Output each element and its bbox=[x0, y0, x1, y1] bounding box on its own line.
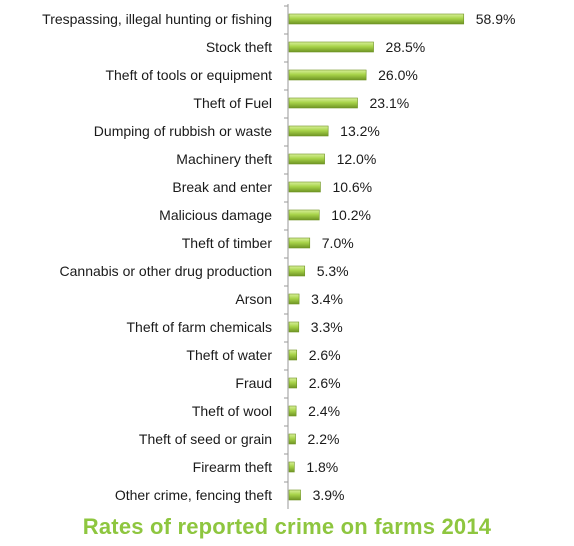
bar bbox=[288, 125, 329, 137]
category-label: Theft of timber bbox=[182, 235, 273, 251]
category-label: Machinery theft bbox=[176, 151, 272, 167]
category-label: Other crime, fencing theft bbox=[115, 487, 272, 503]
bar bbox=[288, 349, 298, 361]
category-label: Cannabis or other drug production bbox=[60, 263, 272, 279]
bar bbox=[288, 181, 321, 193]
category-label: Theft of Fuel bbox=[193, 95, 272, 111]
bar bbox=[288, 405, 297, 417]
data-label: 26.0% bbox=[378, 67, 418, 83]
data-label: 2.4% bbox=[308, 403, 340, 419]
bar bbox=[288, 461, 295, 473]
category-label: Theft of water bbox=[186, 347, 272, 363]
data-label: 7.0% bbox=[322, 235, 354, 251]
bar bbox=[288, 265, 306, 277]
bar bbox=[288, 377, 298, 389]
bar bbox=[288, 153, 325, 165]
category-label: Trespassing, illegal hunting or fishing bbox=[42, 11, 272, 27]
bar bbox=[288, 41, 374, 53]
data-label: 13.2% bbox=[340, 123, 380, 139]
bar bbox=[288, 293, 300, 305]
category-label: Theft of wool bbox=[192, 403, 272, 419]
data-label: 5.3% bbox=[317, 263, 349, 279]
bar bbox=[288, 433, 296, 445]
data-label: 2.6% bbox=[309, 347, 341, 363]
category-label: Fraud bbox=[235, 375, 272, 391]
category-label: Dumping of rubbish or waste bbox=[94, 123, 272, 139]
bar bbox=[288, 237, 311, 249]
data-label: 3.3% bbox=[311, 319, 343, 335]
category-label: Theft of tools or equipment bbox=[105, 67, 272, 83]
data-label: 1.8% bbox=[306, 459, 338, 475]
category-label: Break and enter bbox=[172, 179, 272, 195]
category-label: Theft of farm chemicals bbox=[127, 319, 273, 335]
bar-chart-plot: Trespassing, illegal hunting or fishing 5… bbox=[42, 4, 516, 509]
data-label: 10.6% bbox=[332, 179, 372, 195]
category-label: Arson bbox=[235, 291, 272, 307]
bar bbox=[288, 209, 320, 221]
category-label: Theft of seed or grain bbox=[139, 431, 272, 447]
data-label: 2.2% bbox=[308, 431, 340, 447]
data-label: 23.1% bbox=[370, 95, 410, 111]
chart-title: Rates of reported crime on farms 2014 bbox=[82, 514, 492, 539]
data-label: 10.2% bbox=[331, 207, 371, 223]
bar bbox=[288, 321, 300, 333]
data-label: 12.0% bbox=[337, 151, 377, 167]
category-label: Firearm theft bbox=[193, 459, 272, 475]
data-label: 2.6% bbox=[309, 375, 341, 391]
bar bbox=[288, 13, 465, 25]
data-label: 28.5% bbox=[386, 39, 426, 55]
bar bbox=[288, 489, 301, 501]
bar bbox=[288, 97, 358, 109]
category-label: Malicious damage bbox=[159, 207, 272, 223]
bar bbox=[288, 69, 367, 81]
data-label: 3.4% bbox=[311, 291, 343, 307]
category-label: Stock theft bbox=[206, 39, 272, 55]
data-label: 3.9% bbox=[313, 487, 345, 503]
data-label: 58.9% bbox=[476, 11, 516, 27]
